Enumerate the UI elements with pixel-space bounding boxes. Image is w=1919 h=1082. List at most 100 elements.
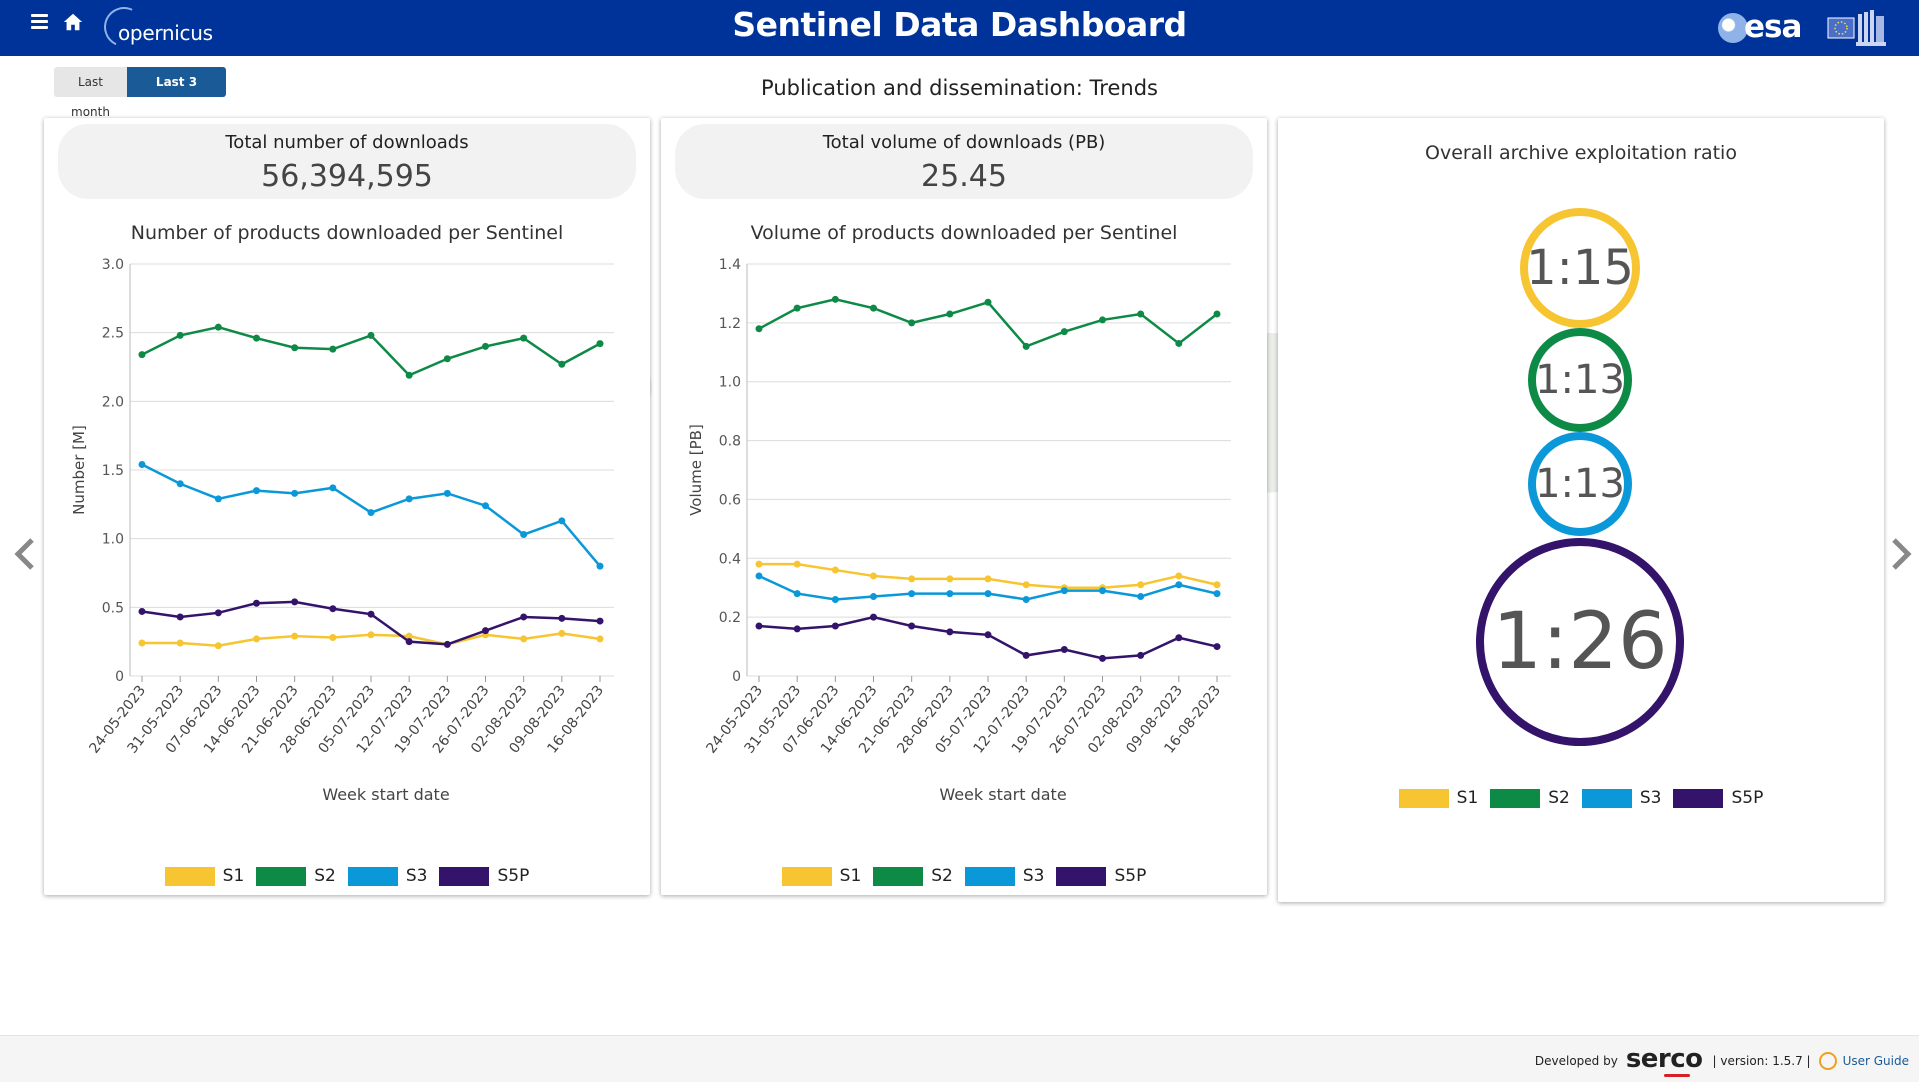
data-point-s1[interactable] [520,635,528,643]
data-point-s3[interactable] [176,480,184,488]
data-point-s2[interactable] [291,344,299,352]
data-point-s3[interactable] [596,562,604,570]
legend-item-s1[interactable]: S1 [781,866,861,886]
data-point-s5p[interactable] [138,607,146,615]
data-point-s3[interactable] [793,590,801,598]
data-point-s2[interactable] [253,334,260,342]
next-arrow-icon[interactable] [1888,536,1914,572]
data-point-s2[interactable] [1175,339,1183,347]
data-point-s5p[interactable] [482,627,489,635]
data-point-s1[interactable] [176,639,184,647]
data-point-s2[interactable] [1213,310,1221,318]
data-point-s1[interactable] [558,629,566,637]
data-point-s3[interactable] [482,502,489,510]
legend-item-s1[interactable]: S1 [164,866,244,886]
data-point-s1[interactable] [1213,581,1221,589]
data-point-s5p[interactable] [558,614,566,622]
data-point-s2[interactable] [176,331,184,339]
data-point-s3[interactable] [1060,587,1068,595]
data-point-s5p[interactable] [253,599,260,607]
data-point-s2[interactable] [214,323,222,331]
data-point-s2[interactable] [367,331,375,339]
data-point-s1[interactable] [908,575,916,583]
data-point-s5p[interactable] [214,609,222,617]
data-point-s5p[interactable] [1060,646,1068,654]
esa-logo[interactable]: esa [1716,7,1816,47]
data-point-s1[interactable] [138,639,146,647]
data-point-s1[interactable] [1137,581,1145,589]
data-point-s2[interactable] [946,310,954,318]
data-point-s2[interactable] [596,340,604,348]
data-point-s2[interactable] [1099,316,1106,324]
data-point-s3[interactable] [1099,587,1106,595]
data-point-s1[interactable] [405,632,413,640]
data-point-s5p[interactable] [596,617,604,625]
data-point-s3[interactable] [1213,590,1221,598]
data-point-s3[interactable] [1175,581,1183,589]
data-point-s3[interactable] [520,531,528,539]
data-point-s3[interactable] [253,487,260,495]
data-point-s1[interactable] [367,631,375,639]
legend-item-s5p[interactable]: S5P [1673,788,1763,808]
data-point-s2[interactable] [138,351,146,359]
data-point-s3[interactable] [1137,593,1145,601]
data-point-s3[interactable] [443,489,451,497]
data-point-s5p[interactable] [984,631,992,639]
data-point-s1[interactable] [291,632,299,640]
data-point-s1[interactable] [984,575,992,583]
copernicus-logo[interactable]: opernicus [98,1,224,53]
data-point-s2[interactable] [755,325,763,333]
data-point-s2[interactable] [443,355,451,363]
data-point-s1[interactable] [793,560,801,568]
data-point-s2[interactable] [870,304,877,312]
data-point-s2[interactable] [908,319,916,327]
data-point-s5p[interactable] [329,605,337,613]
data-point-s5p[interactable] [291,598,299,606]
data-point-s2[interactable] [1137,310,1145,318]
legend-item-s3[interactable]: S3 [1581,788,1661,808]
data-point-s3[interactable] [946,590,954,598]
legend-item-s1[interactable]: S1 [1398,788,1478,808]
data-point-s1[interactable] [253,635,260,643]
data-point-s2[interactable] [329,345,337,353]
data-point-s1[interactable] [1022,581,1030,589]
data-point-s5p[interactable] [946,628,954,636]
data-point-s3[interactable] [984,590,992,598]
data-point-s5p[interactable] [831,622,839,630]
data-point-s1[interactable] [870,572,877,580]
data-point-s3[interactable] [908,590,916,598]
data-point-s5p[interactable] [405,638,413,646]
data-point-s2[interactable] [405,371,413,379]
last-3-months-button[interactable]: Last 3 months [127,67,226,119]
data-point-s2[interactable] [1022,342,1030,350]
data-point-s3[interactable] [367,509,375,517]
legend-item-s5p[interactable]: S5P [439,866,529,886]
legend-item-s2[interactable]: S2 [873,866,953,886]
data-point-s3[interactable] [405,495,413,503]
serco-logo[interactable]: serco [1625,1044,1703,1077]
data-point-s3[interactable] [138,461,146,469]
data-point-s1[interactable] [1175,572,1183,580]
data-point-s5p[interactable] [1137,651,1145,659]
legend-item-s3[interactable]: S3 [347,866,427,886]
data-point-s1[interactable] [946,575,954,583]
data-point-s1[interactable] [329,634,337,642]
data-point-s5p[interactable] [1175,634,1183,642]
data-point-s3[interactable] [755,572,763,580]
legend-item-s2[interactable]: S2 [256,866,336,886]
legend-item-s5p[interactable]: S5P [1056,866,1146,886]
data-point-s3[interactable] [558,517,566,525]
legend-item-s3[interactable]: S3 [964,866,1044,886]
data-point-s5p[interactable] [755,622,763,630]
data-point-s2[interactable] [558,360,566,368]
last-month-button[interactable]: Last month [54,67,127,119]
data-point-s2[interactable] [520,334,528,342]
data-point-s2[interactable] [831,295,839,303]
data-point-s3[interactable] [291,489,299,497]
data-point-s5p[interactable] [793,625,801,633]
data-point-s2[interactable] [984,298,992,306]
data-point-s1[interactable] [831,566,839,574]
data-point-s5p[interactable] [870,613,877,621]
user-guide-icon[interactable] [1818,1052,1837,1070]
previous-arrow-icon[interactable] [12,536,38,572]
